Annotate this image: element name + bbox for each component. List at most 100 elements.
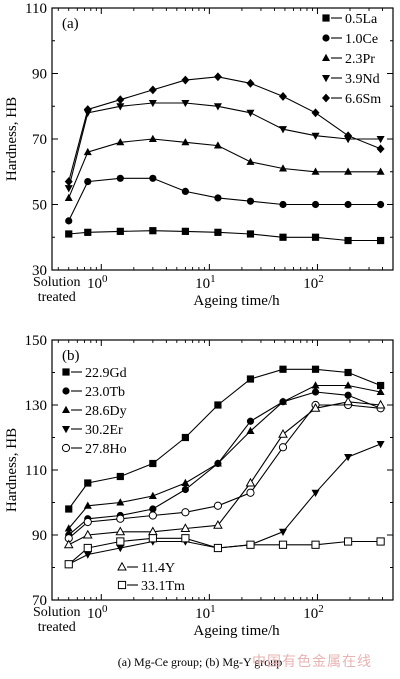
series-line-2.3Pr xyxy=(68,138,381,199)
data-point-33.1Tm xyxy=(213,543,223,553)
data-point-0.5La xyxy=(377,236,385,245)
data-point-6.6Sm xyxy=(83,105,92,114)
data-point-11.4Y xyxy=(375,399,386,409)
legend-marker-28.6Dy xyxy=(62,405,70,413)
x-axis-title: Ageing time/h xyxy=(193,623,280,639)
data-point-28.6Dy xyxy=(64,524,73,532)
data-point-0.5La xyxy=(65,230,73,238)
data-point-1.0Ce xyxy=(377,200,385,209)
data-point-30.2Er xyxy=(278,528,287,536)
data-point-30.2Er xyxy=(83,551,92,559)
data-point-3.9Nd xyxy=(116,103,125,111)
panel-label: (a) xyxy=(62,16,79,32)
data-point-3.9Nd xyxy=(213,103,222,111)
data-point-1.0Ce xyxy=(214,194,222,202)
solution-treated-label: Solution xyxy=(33,275,80,290)
data-point-11.4Y xyxy=(245,477,256,487)
legend-marker-3.9Nd xyxy=(322,75,330,83)
data-point-2.3Pr xyxy=(246,157,255,165)
data-point-33.1Tm xyxy=(246,540,255,549)
data-point-3.9Nd xyxy=(246,109,255,117)
data-point-28.6Dy xyxy=(376,387,385,395)
y-tick-label: 70 xyxy=(32,132,47,148)
x-tick-label: 102 xyxy=(303,273,324,292)
data-point-2.3Pr xyxy=(116,138,125,146)
solution-treated-label-2: treated xyxy=(38,290,76,305)
legend-label-6.6Sm: 6.6Sm xyxy=(345,92,381,107)
legend-label-28.6Dy: 28.6Dy xyxy=(85,404,127,419)
data-point-2.3Pr xyxy=(278,164,287,172)
data-point-0.5La xyxy=(214,228,222,236)
data-point-23.0Tb xyxy=(149,505,157,513)
data-point-2.3Pr xyxy=(213,141,222,149)
data-point-0.5La xyxy=(116,227,124,235)
legend-marker-33.1Tm xyxy=(117,580,127,590)
legend-label-2.3Pr: 2.3Pr xyxy=(345,52,375,67)
figure-caption: (a) Mg-Ce group; (b) Mg-Y group xyxy=(117,655,283,669)
y-axis-title: Hardness, HB xyxy=(4,428,20,512)
data-point-30.2Er xyxy=(376,441,385,449)
legend-marker-23.0Tb xyxy=(62,387,70,395)
legend-label-23.0Tb: 23.0Tb xyxy=(85,385,125,400)
solution-treated-label-2: treated xyxy=(38,620,76,635)
legend-label-0.5La: 0.5La xyxy=(345,12,378,27)
data-point-6.6Sm xyxy=(116,95,125,105)
data-point-1.0Ce xyxy=(246,197,255,205)
data-point-1.0Ce xyxy=(116,174,124,182)
watermark: 中国有色金属在线 xyxy=(252,654,372,670)
legend-label-27.8Ho: 27.8Ho xyxy=(85,442,127,457)
legend-marker-22.9Gd xyxy=(62,368,70,376)
data-point-0.5La xyxy=(344,236,352,245)
data-point-23.0Tb xyxy=(311,388,320,396)
data-point-11.4Y xyxy=(82,529,93,539)
data-point-22.9Gd xyxy=(181,433,189,442)
data-point-11.4Y xyxy=(63,539,74,549)
data-point-28.6Dy xyxy=(246,426,255,434)
y-tick-label: 30 xyxy=(32,263,47,279)
data-point-1.0Ce xyxy=(311,200,320,209)
data-point-0.5La xyxy=(279,233,287,241)
data-point-22.9Gd xyxy=(279,365,287,373)
data-point-22.9Gd xyxy=(65,505,73,513)
legend-label-3.9Nd: 3.9Nd xyxy=(345,72,380,87)
data-point-3.9Nd xyxy=(148,99,157,108)
data-point-22.9Gd xyxy=(84,479,92,487)
data-point-27.8Ho xyxy=(246,488,255,497)
series-line-3.9Nd xyxy=(68,102,381,189)
panel-label: (b) xyxy=(62,348,80,364)
data-point-22.9Gd xyxy=(116,472,124,481)
data-point-27.8Ho xyxy=(83,517,92,527)
data-point-3.9Nd xyxy=(64,185,73,193)
y-tick-label: 90 xyxy=(32,528,47,544)
data-point-0.5La xyxy=(84,228,92,236)
legend-label-33.1Tm: 33.1Tm xyxy=(141,579,185,594)
legend-label-1.0Ce: 1.0Ce xyxy=(345,32,378,47)
data-point-2.3Pr xyxy=(148,134,157,142)
x-tick-label: 102 xyxy=(303,603,324,622)
data-point-28.6Dy xyxy=(213,459,222,467)
data-point-33.1Tm xyxy=(278,540,288,549)
data-point-11.4Y xyxy=(310,403,321,412)
legend-marker-0.5La xyxy=(322,14,330,22)
data-point-11.4Y xyxy=(278,429,288,438)
data-point-28.6Dy xyxy=(344,381,353,389)
legend-marker-27.8Ho xyxy=(61,443,71,453)
data-point-1.0Ce xyxy=(279,200,287,209)
series-line-30.2Er xyxy=(68,443,381,565)
data-point-2.3Pr xyxy=(376,167,385,175)
data-point-0.5La xyxy=(246,230,255,238)
legend-marker-11.4Y xyxy=(117,561,127,571)
data-point-6.6Sm xyxy=(64,177,73,186)
data-point-1.0Ce xyxy=(84,177,92,186)
data-point-27.8Ho xyxy=(116,514,125,523)
data-point-11.4Y xyxy=(180,523,191,532)
data-point-2.3Pr xyxy=(64,193,73,201)
data-point-28.6Dy xyxy=(311,381,320,389)
data-point-2.3Pr xyxy=(311,167,320,175)
data-point-28.6Dy xyxy=(83,501,92,509)
data-point-23.0Tb xyxy=(344,391,352,399)
data-point-27.8Ho xyxy=(213,501,223,510)
data-point-33.1Tm xyxy=(148,534,157,543)
data-point-6.6Sm xyxy=(311,108,320,118)
